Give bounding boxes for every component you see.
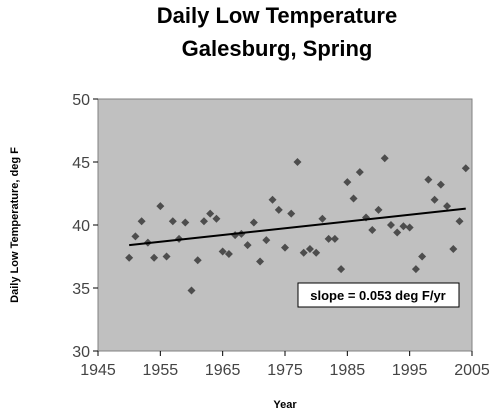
data-point [337, 265, 346, 274]
data-point [181, 218, 190, 227]
data-point [355, 168, 364, 177]
data-point [324, 234, 333, 243]
data-point [168, 217, 177, 226]
data-point [330, 234, 339, 243]
data-point [374, 205, 383, 214]
data-point [156, 202, 165, 211]
data-point [299, 248, 308, 257]
data-point [443, 202, 452, 211]
x-axis-label: Year [273, 399, 297, 411]
data-point [137, 217, 146, 226]
data-point [193, 256, 202, 265]
y-tick-label: 35 [72, 281, 90, 298]
data-point [281, 243, 289, 252]
data-point [212, 214, 221, 223]
data-point [349, 194, 358, 203]
chart-subtitle: Galesburg, Spring [182, 36, 373, 61]
x-axis-ticks: 1945 1955 1965 1975 1985 1995 2005 [80, 351, 490, 379]
data-point [256, 257, 265, 266]
data-point [461, 164, 470, 173]
data-point [268, 195, 277, 204]
data-point [274, 205, 283, 214]
chart-title: Daily Low Temperature [157, 3, 397, 28]
data-point [411, 265, 420, 274]
data-point [312, 248, 321, 257]
data-point [218, 247, 227, 256]
data-point [436, 180, 445, 189]
data-point [343, 178, 352, 187]
y-tick-label: 40 [72, 218, 90, 235]
data-point [162, 252, 171, 261]
data-point [287, 209, 296, 218]
data-point [386, 221, 395, 229]
y-axis-label: Daily Low Temperature, deg F [9, 147, 21, 303]
data-point [224, 249, 233, 258]
data-point [405, 223, 414, 232]
data-point [199, 217, 208, 226]
x-tick-label: 1995 [392, 362, 428, 379]
data-point [449, 244, 458, 253]
data-point [430, 195, 439, 204]
data-point [293, 158, 302, 166]
x-tick-label: 2005 [454, 362, 490, 379]
y-tick-label: 45 [72, 155, 90, 172]
x-tick-label: 1945 [80, 362, 116, 379]
data-point [187, 286, 196, 295]
data-point [243, 241, 252, 250]
slope-annotation: slope = 0.053 deg F/yr [310, 288, 445, 303]
data-point [262, 236, 271, 245]
y-tick-label: 30 [72, 344, 90, 361]
data-point [393, 228, 402, 237]
x-tick-label: 1965 [205, 362, 241, 379]
data-point [249, 218, 258, 227]
data-point [131, 232, 140, 241]
data-point [424, 175, 433, 184]
trendline [129, 207, 466, 247]
data-point [150, 253, 159, 262]
data-point [125, 253, 134, 262]
data-point [206, 209, 215, 218]
x-tick-label: 1955 [143, 362, 179, 379]
data-point [305, 244, 314, 253]
y-tick-label: 50 [72, 92, 90, 109]
data-point [380, 154, 389, 163]
data-point [368, 226, 377, 235]
y-axis-ticks: 30 35 40 45 50 [72, 92, 98, 361]
data-point [455, 217, 464, 226]
slope-annotation-box [297, 282, 460, 308]
data-point [418, 252, 427, 261]
plot-area [97, 98, 473, 352]
data-point [318, 214, 327, 223]
x-tick-label: 1975 [267, 362, 303, 379]
x-tick-label: 1985 [330, 362, 366, 379]
data-point [399, 222, 408, 231]
